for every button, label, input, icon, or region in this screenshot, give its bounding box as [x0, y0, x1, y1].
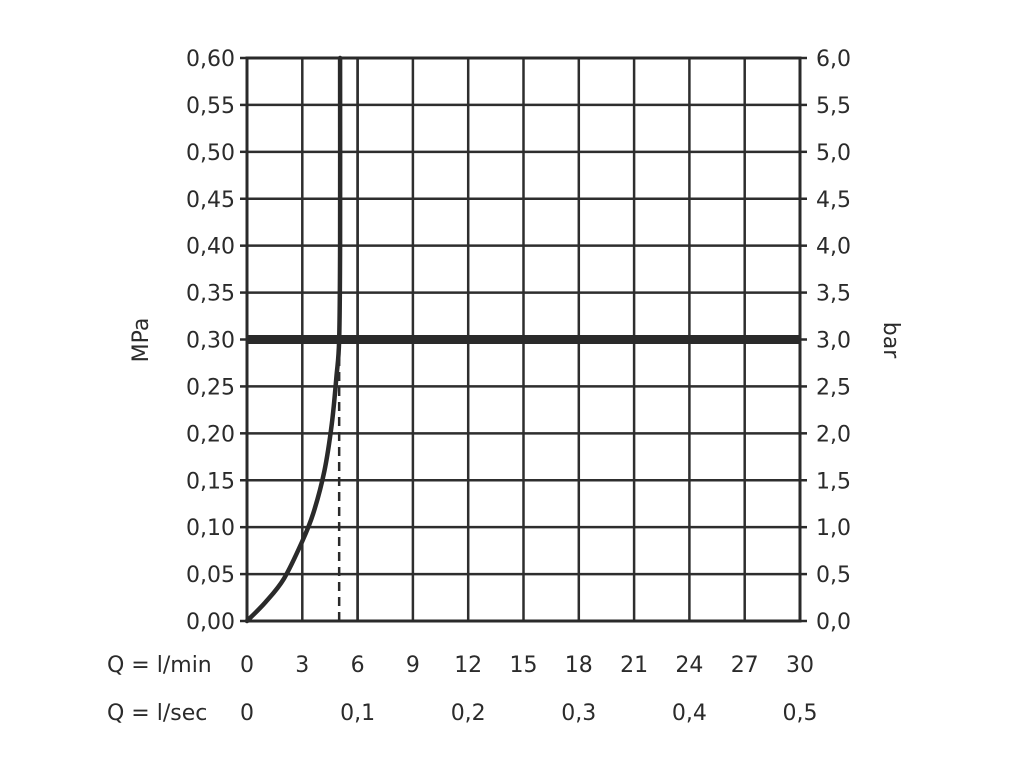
y-left-tick-label: 0,30 [186, 329, 235, 354]
x-lmin-tick-label: 15 [510, 653, 538, 678]
x-lmin-tick-label: 0 [240, 653, 254, 678]
y-left-tick-label: 0,35 [186, 282, 235, 307]
y-left-tick-label: 0,25 [186, 375, 235, 400]
x-lsec-tick-label: 0,3 [561, 701, 596, 726]
y-left-tick-label: 0,50 [186, 141, 235, 166]
y-left-tick-labels: 0,00 0,05 0,10 0,15 0,20 0,25 0,30 0,35 0,40 0,45… [186, 47, 235, 635]
x-lmin-tick-label: 3 [295, 653, 309, 678]
y-right-tick-label: 4,0 [816, 235, 851, 260]
x-lsec-tick-label: 0,1 [340, 701, 375, 726]
y-right-tick-label: 4,5 [816, 188, 851, 213]
y-right-tick-label: 0,5 [816, 563, 851, 588]
y-left-tick-label: 0,45 [186, 188, 235, 213]
x-lmin-tick-label: 9 [406, 653, 420, 678]
x-lmin-tick-label: 6 [351, 653, 365, 678]
x-lsec-tick-label: 0,2 [451, 701, 486, 726]
x-lsec-tick-label: 0,4 [672, 701, 707, 726]
x-lsec-tick-labels: 0 0,1 0,2 0,3 0,4 0,5 [240, 701, 818, 726]
x-lsec-axis-title: Q = l/sec [107, 701, 207, 726]
y-left-axis-title: MPa [129, 318, 154, 363]
x-lsec-tick-label: 0,5 [783, 701, 818, 726]
x-lsec-tick-label: 0 [240, 701, 254, 726]
y-right-tick-label: 0,0 [816, 610, 851, 635]
x-lmin-tick-label: 30 [786, 653, 814, 678]
y-left-tick-label: 0,20 [186, 422, 235, 447]
y-right-tick-label: 1,5 [816, 469, 851, 494]
y-left-tick-label: 0,40 [186, 235, 235, 260]
y-left-tick-label: 0,05 [186, 563, 235, 588]
y-right-tick-label: 5,5 [816, 94, 851, 119]
y-left-tick-label: 0,00 [186, 610, 235, 635]
y-right-tick-label: 1,0 [816, 516, 851, 541]
y-right-tick-label: 3,5 [816, 282, 851, 307]
x-lmin-axis-title: Q = l/min [107, 653, 212, 678]
y-left-tick-label: 0,55 [186, 94, 235, 119]
y-right-tick-label: 6,0 [816, 47, 851, 72]
y-right-tick-label: 2,0 [816, 422, 851, 447]
y-right-tick-label: 2,5 [816, 375, 851, 400]
y-left-tick-label: 0,15 [186, 469, 235, 494]
x-lmin-tick-label: 21 [620, 653, 648, 678]
y-right-tick-label: 5,0 [816, 141, 851, 166]
x-lmin-tick-labels: 0 3 6 9 12 15 18 21 24 27 30 [240, 653, 814, 678]
y-left-tick-label: 0,60 [186, 47, 235, 72]
y-right-tick-label: 3,0 [816, 329, 851, 354]
x-lmin-tick-label: 27 [731, 653, 759, 678]
y-left-tick-label: 0,10 [186, 516, 235, 541]
series-group [244, 55, 343, 624]
x-lmin-tick-label: 18 [565, 653, 593, 678]
x-lmin-tick-label: 24 [675, 653, 703, 678]
y-right-axis-title: bar [878, 322, 903, 359]
flow-curve [244, 55, 343, 624]
x-lmin-tick-label: 12 [454, 653, 482, 678]
y-right-tick-labels: 0,0 0,5 1,0 1,5 2,0 2,5 3,0 3,5 4,0 4,5 5,0 5,5 6,0 [816, 47, 851, 635]
